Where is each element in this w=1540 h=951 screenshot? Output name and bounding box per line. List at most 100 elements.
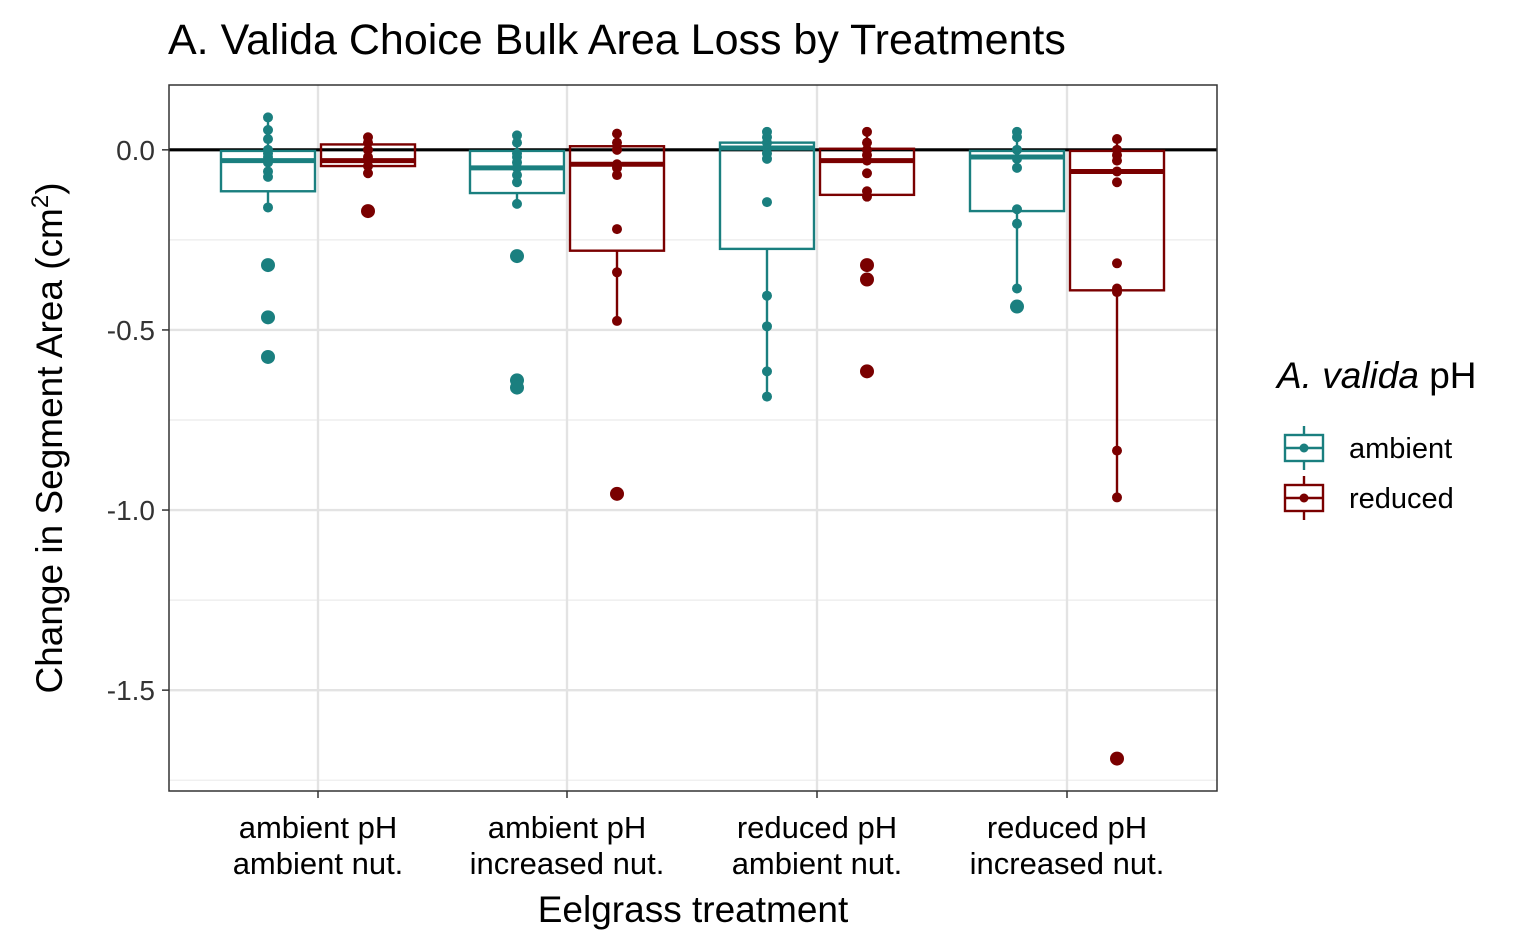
data-point — [612, 162, 622, 173]
plot-panel — [169, 85, 1217, 791]
data-point — [612, 144, 622, 155]
data-point — [1112, 166, 1122, 177]
data-point — [363, 144, 373, 155]
box-group-ambient — [968, 126, 1066, 314]
outlier-point — [510, 249, 524, 264]
y-tick-label: -0.5 — [107, 315, 155, 346]
data-point — [1012, 132, 1022, 143]
data-point — [1112, 287, 1122, 298]
y-tick-label: -1.0 — [107, 495, 155, 526]
data-marks — [219, 112, 1166, 766]
legend-label-reduced: reduced — [1349, 483, 1454, 515]
data-point — [762, 197, 772, 208]
outlier-point — [361, 204, 375, 219]
data-point — [1112, 258, 1122, 269]
data-point — [612, 170, 622, 181]
y-axis-ticks: 0.0 -0.5 -1.0 -1.5 — [107, 135, 169, 706]
y-tick-label: -1.5 — [107, 675, 155, 706]
y-axis-title-main: Change in Segment Area (cm — [29, 208, 70, 693]
box-group-reduced — [818, 126, 916, 379]
data-point — [1112, 155, 1122, 166]
chart-title: A. Valida Choice Bulk Area Loss by Treat… — [168, 16, 1066, 64]
data-point — [363, 168, 373, 179]
y-axis-title: Change in Segment Area (cm2) — [27, 182, 70, 693]
data-point — [512, 162, 522, 173]
data-point — [263, 112, 273, 123]
data-point — [762, 290, 772, 301]
legend-title-rest: pH — [1419, 355, 1477, 396]
data-point — [1012, 204, 1022, 215]
data-point — [612, 137, 622, 148]
box-group-ambient — [468, 130, 566, 395]
data-point — [1012, 144, 1022, 155]
data-point — [1112, 445, 1122, 456]
data-point — [762, 391, 772, 402]
data-point — [862, 168, 872, 179]
x-tick-label-line1: ambient pH — [488, 810, 647, 845]
box-group-reduced — [568, 128, 666, 501]
data-point — [512, 170, 522, 181]
data-point — [612, 128, 622, 139]
data-point — [512, 198, 522, 209]
data-point — [862, 191, 872, 202]
x-tick-label-line2: increased nut. — [970, 846, 1165, 881]
data-point — [512, 137, 522, 148]
data-point — [612, 315, 622, 326]
y-axis-title-superscript: 2 — [27, 195, 54, 208]
box-group-reduced — [319, 132, 417, 219]
data-point — [762, 321, 772, 332]
data-point — [612, 267, 622, 278]
outlier-point — [261, 349, 275, 364]
legend-title: A. valida pH — [1275, 355, 1477, 396]
x-tick-label-line1: reduced pH — [737, 810, 897, 845]
plot-panel-border — [168, 84, 1218, 792]
legend-key-point — [1299, 443, 1309, 453]
x-axis-title: Eelgrass treatment — [538, 889, 849, 930]
legend-label-ambient: ambient — [1349, 433, 1452, 465]
outlier-point — [510, 380, 524, 395]
data-point — [512, 177, 522, 188]
data-point — [363, 161, 373, 172]
outlier-point — [860, 272, 874, 287]
outlier-point — [860, 364, 874, 379]
x-tick-label-line2: ambient nut. — [732, 846, 903, 881]
data-point — [862, 137, 872, 148]
data-point — [762, 153, 772, 164]
data-point — [1012, 283, 1022, 294]
data-point — [263, 171, 273, 182]
data-point — [762, 366, 772, 377]
legend: A. valida pH ambient reduced — [1275, 355, 1477, 520]
data-point — [263, 202, 273, 213]
outlier-point — [1010, 299, 1024, 314]
x-tick-label-line2: increased nut. — [470, 846, 665, 881]
box-group-ambient — [718, 126, 816, 402]
data-point — [1012, 162, 1022, 173]
data-point — [862, 155, 872, 166]
minor-gridlines — [169, 239, 1217, 781]
data-point — [1112, 492, 1122, 503]
y-axis-title-end: ) — [29, 182, 70, 194]
x-tick-label-line1: ambient pH — [239, 810, 398, 845]
data-point — [1112, 134, 1122, 145]
outlier-point — [261, 258, 275, 273]
data-point — [263, 125, 273, 136]
data-point — [263, 134, 273, 145]
data-point — [363, 137, 373, 148]
data-point — [1012, 153, 1022, 164]
legend-title-italic: A. valida — [1275, 355, 1419, 396]
data-point — [512, 130, 522, 141]
outlier-point — [860, 258, 874, 273]
box-group-ambient — [219, 112, 317, 364]
data-point — [1112, 177, 1122, 188]
legend-key-point — [1299, 493, 1309, 503]
outlier-point — [261, 310, 275, 325]
outlier-point — [1110, 751, 1124, 766]
x-tick-label-line1: reduced pH — [987, 810, 1147, 845]
box-group-reduced — [1068, 134, 1166, 766]
y-tick-label: 0.0 — [116, 135, 155, 166]
x-tick-label-line2: ambient nut. — [233, 846, 404, 881]
data-point — [862, 126, 872, 137]
data-point — [612, 224, 622, 235]
